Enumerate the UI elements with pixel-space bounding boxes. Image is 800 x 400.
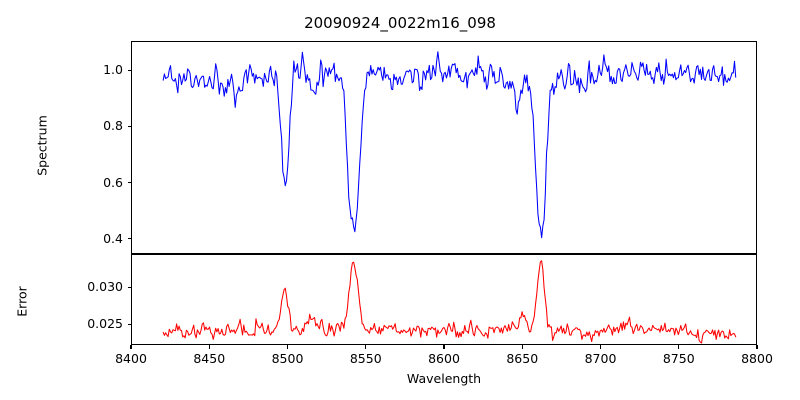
error-y-tick-label: 0.030 (87, 279, 123, 295)
spectrum-y-tick-mark (127, 238, 131, 240)
x-tick-label: 8550 (349, 351, 382, 366)
spectrum-series-svg (162, 51, 737, 239)
spectrum-data-line (162, 51, 737, 239)
x-tick-mark (521, 345, 523, 349)
spectrum-plot-area (131, 41, 757, 254)
x-tick-mark (286, 345, 289, 349)
error-y-axis-label: Error (14, 286, 30, 317)
x-tick-mark (130, 345, 132, 349)
spectrum-y-tick-mark (127, 181, 131, 184)
page-title: 20090924_0022m16_098 (304, 14, 496, 32)
x-tick-mark (599, 345, 602, 349)
x-tick-mark (756, 345, 758, 349)
x-tick-mark (678, 345, 680, 349)
x-axis-label: Wavelength (406, 371, 482, 386)
error-y-tick-mark (127, 286, 131, 288)
spectrum-y-tick-mark (127, 125, 131, 128)
spectrum-y-axis-label: Spectrum (34, 115, 50, 176)
spectrum-y-tick-label: 0.4 (103, 230, 123, 246)
error-series-svg (162, 260, 737, 344)
error-y-tick-mark (127, 323, 131, 325)
spectrum-y-tick-label: 0.6 (103, 174, 123, 190)
x-tick-mark (208, 345, 210, 349)
x-tick-label: 8500 (271, 351, 304, 366)
x-tick-label: 8400 (115, 351, 147, 366)
x-tick-mark (365, 345, 367, 349)
x-tick-label: 8750 (662, 351, 695, 366)
x-tick-label: 8600 (428, 351, 460, 366)
spectrum-y-tick-mark (127, 69, 131, 71)
x-tick-label: 8700 (584, 351, 617, 366)
x-tick-mark (443, 345, 445, 349)
error-data-line (162, 260, 737, 344)
spectrum-y-tick-label: 1.0 (103, 62, 123, 78)
spectrum-y-tick-label: 0.8 (103, 118, 123, 134)
x-tick-label: 8650 (506, 351, 539, 366)
x-tick-label: 8450 (193, 351, 226, 366)
error-plot-area (131, 254, 757, 345)
x-tick-label: 8800 (741, 351, 773, 366)
error-y-tick-label: 0.025 (87, 316, 123, 332)
